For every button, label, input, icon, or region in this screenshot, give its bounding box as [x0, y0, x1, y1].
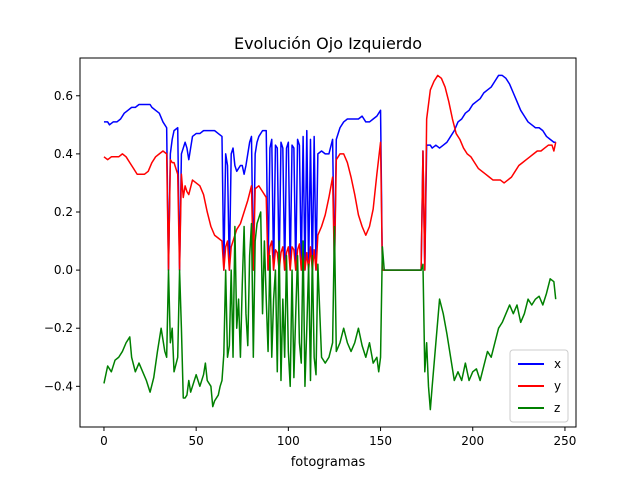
legend-label-z: z [554, 401, 560, 415]
x-tick-label: 100 [277, 434, 300, 448]
axes-frame [79, 57, 577, 428]
series-z-line [103, 211, 557, 411]
x-tick-label: 250 [553, 434, 576, 448]
y-tick-label: 0.2 [54, 205, 73, 219]
series-layer [103, 74, 557, 411]
x-tick-label: 0 [100, 434, 108, 448]
x-tick-label: 150 [369, 434, 392, 448]
ticks-layer: 0 50 100 150 200 250 −0.4 −0.2 0.0 0.2 0.4 0.6 [44, 89, 577, 448]
legend-label-x: x [554, 357, 561, 371]
y-tick-label: 0.6 [54, 89, 73, 103]
legend: xyz [509, 349, 569, 423]
y-tick-label: −0.2 [44, 321, 73, 335]
x-axis-label: fotogramas [291, 455, 366, 470]
y-tick-label: 0.0 [54, 263, 73, 277]
y-tick-label: −0.4 [44, 379, 73, 393]
chart-title: Evolución Ojo Izquierdo [234, 34, 422, 53]
legend-label-y: y [554, 379, 561, 393]
y-tick-label: 0.4 [54, 147, 73, 161]
x-tick-label: 200 [461, 434, 484, 448]
x-tick-label: 50 [189, 434, 204, 448]
plot-area: 0 50 100 150 200 250 −0.4 −0.2 0.0 0.2 0.4 0.6 [44, 57, 577, 448]
